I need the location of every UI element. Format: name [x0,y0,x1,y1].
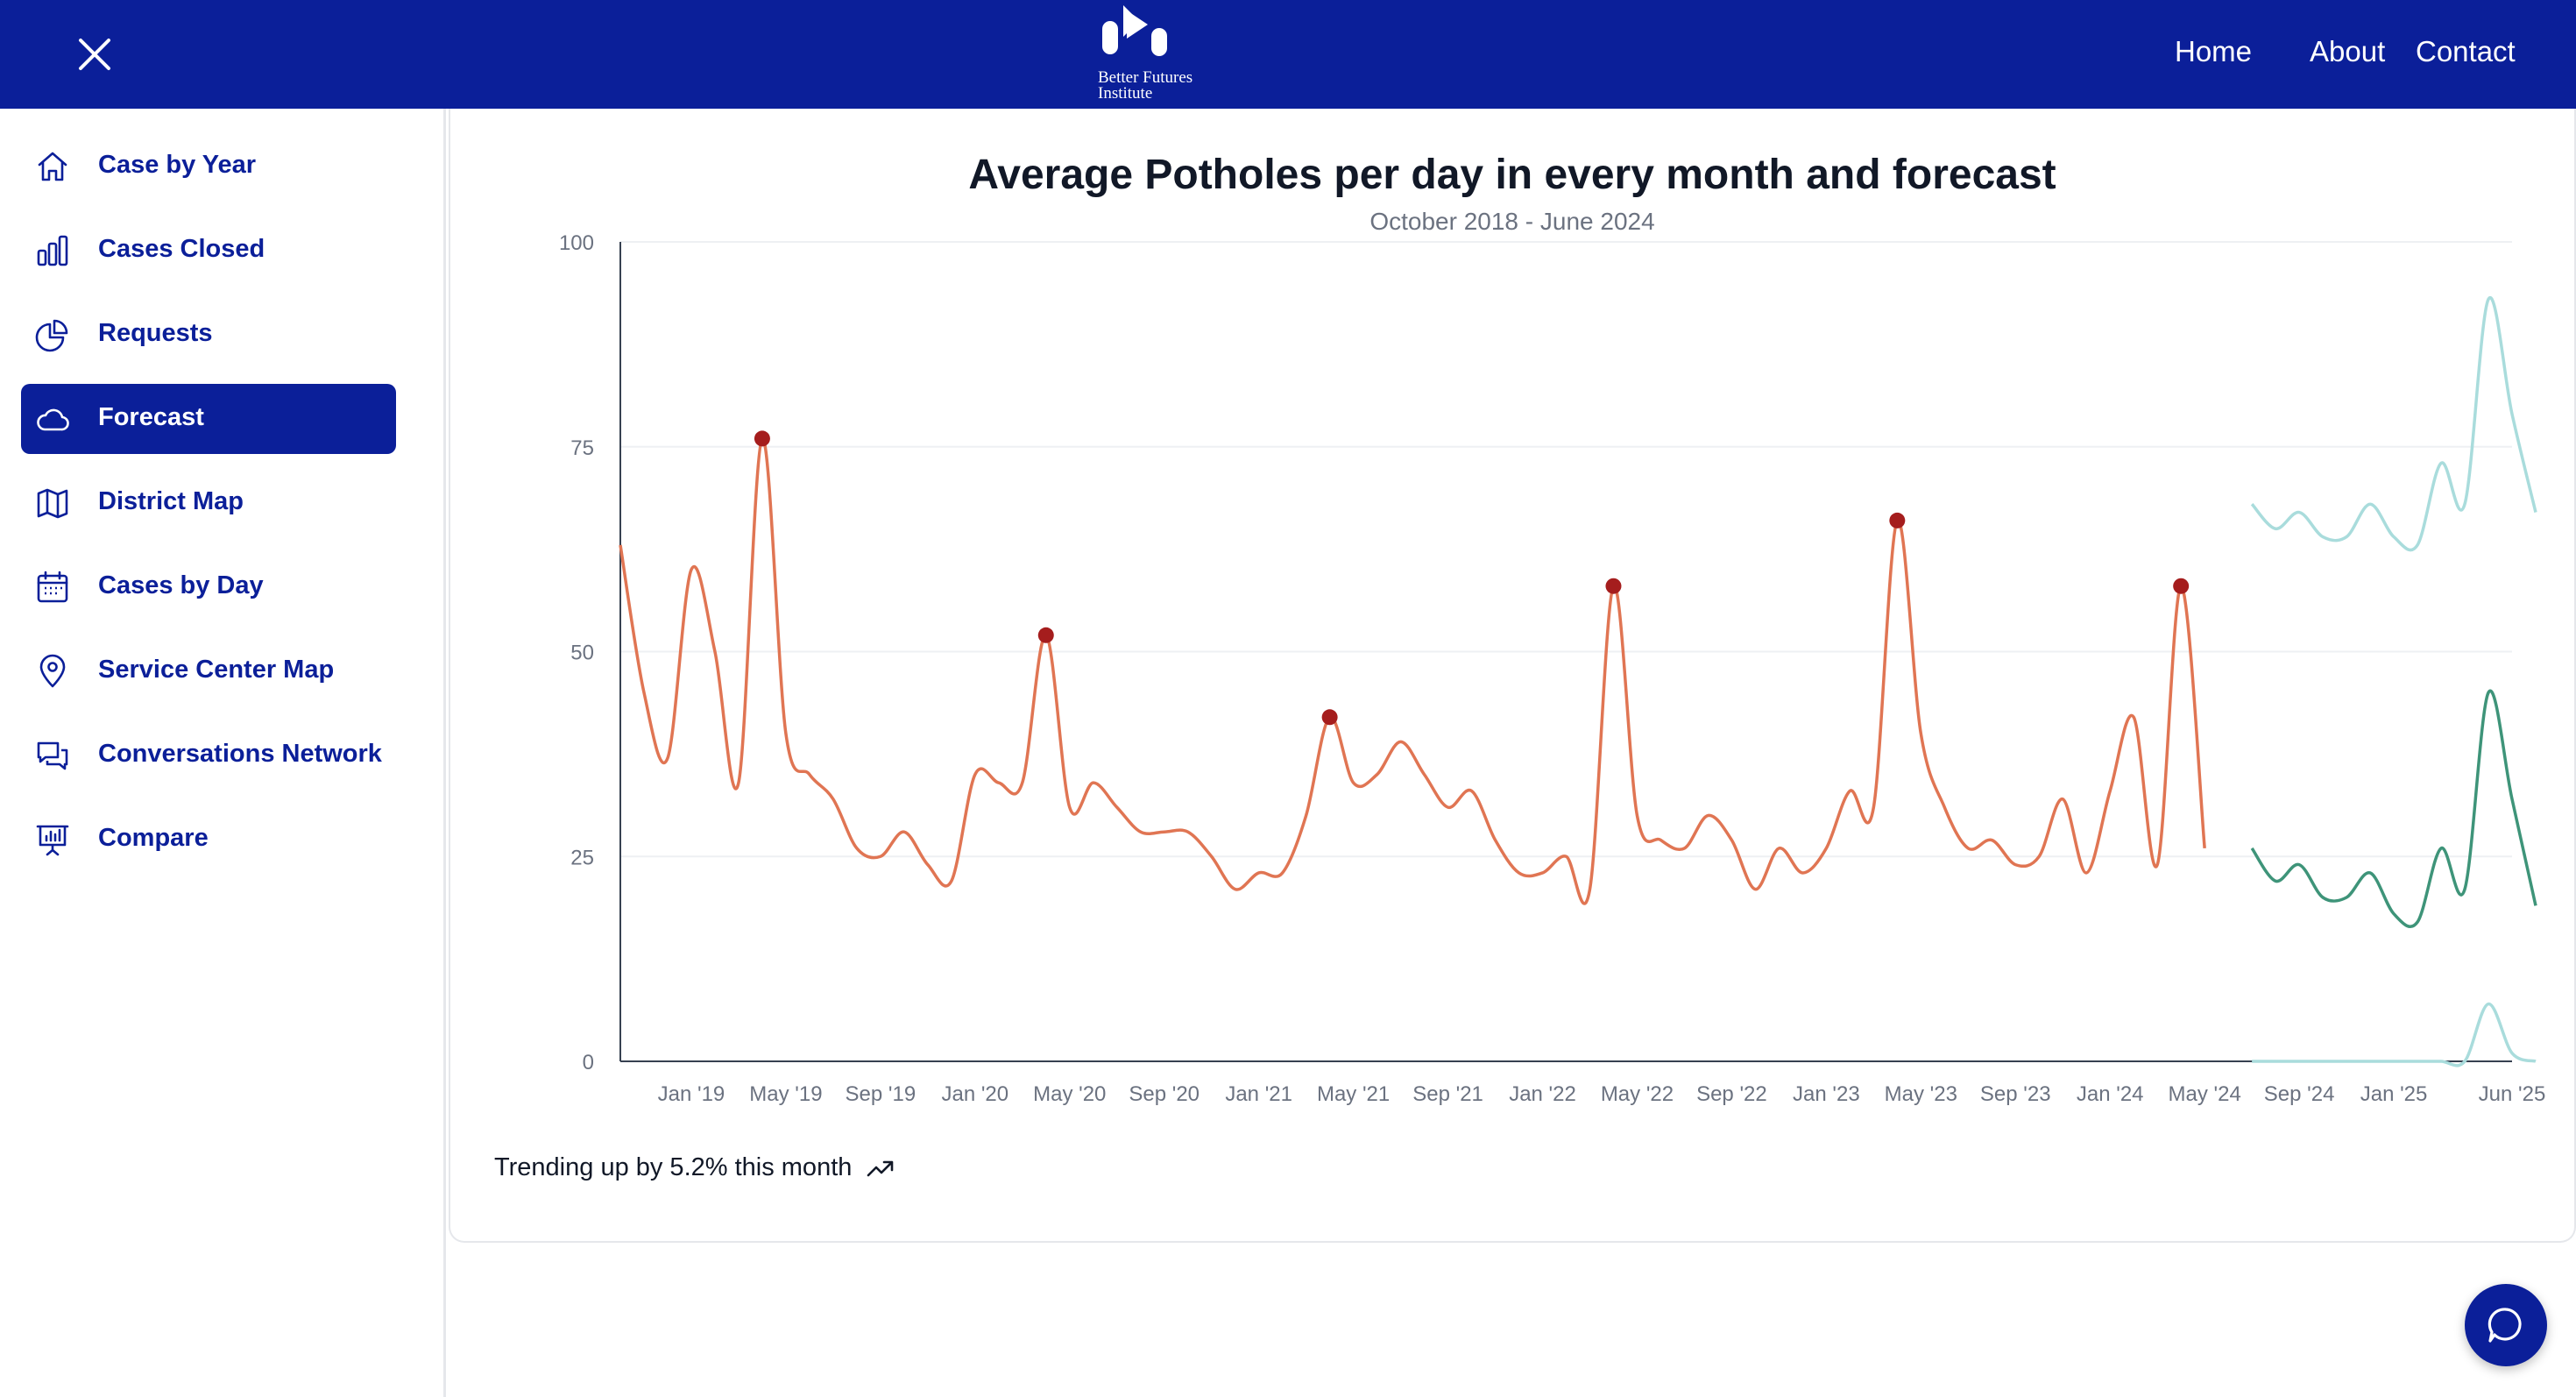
peak-marker [1037,627,1054,643]
x-tick-label: Jan '25 [2360,1082,2428,1106]
x-tick-label: May '21 [1317,1082,1390,1106]
x-tick-label: May '22 [1601,1082,1674,1106]
peak-marker [2173,578,2190,594]
x-tick-label: Jan '23 [1793,1082,1860,1106]
trend-summary: Trending up by 5.2% this month [494,1153,895,1182]
y-tick-label: 0 [583,1051,594,1074]
x-tick-label: Sep '22 [1696,1082,1767,1106]
x-tick-label: May '24 [2169,1082,2241,1106]
chat-icon [2488,1308,2522,1343]
forecast-upper-series-line [2250,295,2537,552]
nav-about-link[interactable]: About [2310,35,2386,67]
sidebar-item-label: Service Center Map [98,656,335,684]
sidebar-item-label: Requests [98,319,213,347]
chat-bubbles-icon [37,741,68,770]
actual-series-line [619,436,2206,905]
x-tick-label: May '20 [1033,1082,1106,1106]
chart-subtitle: October 2018 - June 2024 [1369,208,1655,235]
brand-logo-text: Better Futures Institute [1098,68,1193,103]
sidebar-item-label: Case by Year [98,151,257,179]
sidebar-item-conversations-network[interactable]: Conversations Network [21,720,396,791]
forecast-series-line [2250,689,2537,928]
x-tick-label: Sep '24 [2264,1082,2335,1106]
sidebar-item-label: Cases by Day [98,571,264,599]
x-tick-label: Sep '20 [1129,1082,1200,1106]
bar-chart-icon [37,235,68,266]
sidebar-item-label: Cases Closed [98,235,265,263]
peak-marker [1605,578,1622,594]
sidebar-item-label: Compare [98,824,209,852]
presentation-chart-icon [36,825,69,856]
y-tick-label: 100 [559,231,594,255]
nav-home-link[interactable]: Home [2175,35,2253,67]
sidebar-item-cases-closed[interactable]: Cases Closed [21,216,396,286]
x-tick-label: May '23 [1885,1082,1957,1106]
sidebar-item-cases-by-day[interactable]: Cases by Day [21,552,396,622]
calendar-icon [37,571,68,603]
sidebar-item-label: Forecast [98,403,204,431]
x-tick-label: Jan '20 [941,1082,1008,1106]
x-tick-label: Jan '22 [1509,1082,1576,1106]
x-tick-label: Jan '21 [1225,1082,1292,1106]
x-tick-label: Jun '25 [2479,1082,2546,1106]
home-icon [38,152,67,181]
pie-chart-icon [35,319,68,352]
sidebar-item-forecast[interactable]: Forecast [21,384,396,454]
y-tick-label: 50 [570,642,594,665]
x-tick-label: Sep '19 [846,1082,916,1106]
chart-title: Average Potholes per day in every month … [968,152,2056,198]
y-tick-label: 75 [570,436,594,460]
sidebar-item-district-map[interactable]: District Map [21,468,396,538]
x-tick-label: Jan '19 [658,1082,725,1106]
forecast-chart-card: Average Potholes per day in every month … [449,109,2576,1243]
close-menu-button[interactable] [72,33,117,75]
map-icon [37,488,68,519]
top-navbar: Better Futures Institute Home About Cont… [0,0,2576,109]
x-tick-label: Sep '23 [1980,1082,2051,1106]
peak-marker [1889,512,1906,528]
sidebar-item-label: Conversations Network [98,740,382,768]
map-pin-icon [39,654,66,688]
trend-text: Trending up by 5.2% this month [494,1153,853,1181]
peak-marker [754,430,770,447]
cloud-icon [37,408,69,431]
x-tick-label: May '19 [749,1082,822,1106]
sidebar-item-case-by-year[interactable]: Case by Year [21,131,396,202]
close-icon [79,39,110,70]
x-tick-label: Jan '24 [2077,1082,2144,1106]
forecast-lower-series-line [2252,1002,2537,1067]
peak-marker [1321,709,1338,726]
brand-logo[interactable] [1095,2,1218,105]
trending-up-icon [867,1160,894,1176]
x-tick-label: Sep '21 [1412,1082,1483,1106]
sidebar-item-service-center-map[interactable]: Service Center Map [21,636,396,706]
sidebar-item-compare[interactable]: Compare [21,805,396,875]
sidebar-item-requests[interactable]: Requests [21,300,396,370]
y-tick-label: 25 [570,846,594,869]
line-chart: 0 25 50 75 100 Jan '19 May '19 Sep '19 Jan '20 Ma… [559,231,2546,1106]
chat-button[interactable] [2465,1284,2547,1366]
sidebar-item-label: District Map [98,487,244,515]
sidebar: Case by Year Cases Closed Requests Forec… [0,109,446,1397]
nav-contact-link[interactable]: Contact [2416,35,2516,67]
